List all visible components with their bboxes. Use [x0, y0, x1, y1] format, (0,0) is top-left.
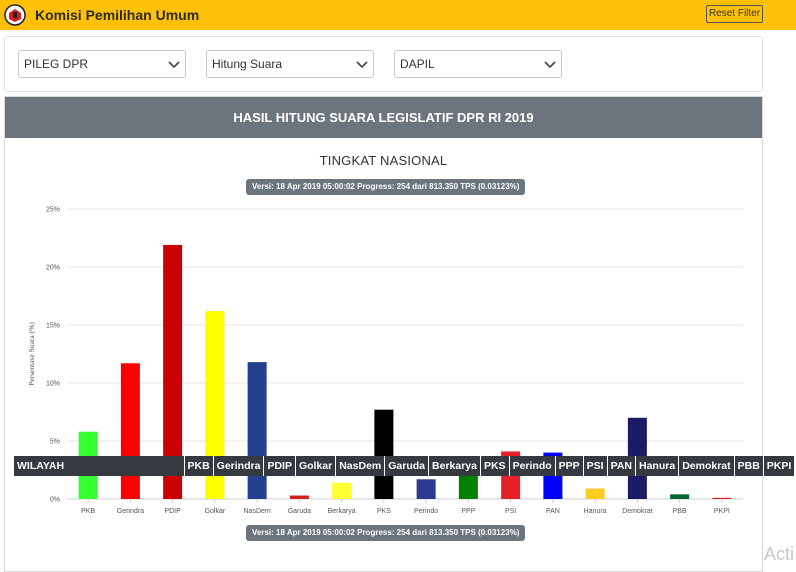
bar-pdip	[163, 244, 183, 499]
y-axis-label: Persentase Suara (%)	[27, 322, 36, 386]
election-select[interactable]: PILEG DPR	[18, 50, 186, 78]
column-header-party[interactable]: Perindo	[509, 456, 556, 476]
x-tick-label: PSI	[505, 508, 516, 515]
bar-hanura	[585, 488, 605, 499]
chevron-down-icon	[356, 61, 368, 69]
bar-perindo	[416, 479, 436, 499]
x-tick-label: Perindo	[414, 508, 438, 515]
column-header-party[interactable]: Garuda	[384, 456, 430, 476]
x-tick-label: Gerindra	[117, 508, 144, 515]
y-tick-label: 5%	[50, 439, 60, 446]
x-tick-label: PKPI	[714, 508, 730, 515]
reset-filter-button[interactable]: Reset Filter	[706, 5, 763, 23]
column-header-party[interactable]: PBB	[734, 456, 764, 476]
bar-golkar	[205, 311, 225, 499]
bar-nasdem	[247, 362, 267, 499]
x-tick-label: PAN	[546, 508, 560, 515]
y-tick-label: 20%	[46, 265, 60, 272]
column-header-party[interactable]: Golkar	[295, 456, 337, 476]
x-tick-label: PKS	[377, 508, 391, 515]
x-tick-label: PPP	[461, 508, 475, 515]
chevron-down-icon	[544, 61, 556, 69]
column-header-party[interactable]: Hanura	[635, 456, 680, 476]
column-header-party[interactable]: Berkarya	[428, 456, 481, 476]
x-tick-label: Garuda	[288, 508, 311, 515]
results-table: WILAYAH PKB Gerindra PDIP Golkar NasDem Garuda…	[14, 456, 796, 476]
filter-panel: PILEG DPR Hitung Suara DAPIL	[4, 36, 763, 92]
x-tick-label: PDIP	[164, 508, 181, 515]
x-tick-label: PBB	[673, 508, 687, 515]
top-navbar: Komisi Pemilihan Umum Reset Filter	[0, 0, 796, 30]
column-header-party[interactable]: PPP	[555, 456, 584, 476]
results-title: HASIL HITUNG SUARA LEGISLATIF DPR RI 201…	[5, 97, 762, 138]
activate-windows-watermark: Acti	[764, 544, 795, 564]
bar-pks	[374, 409, 394, 499]
x-tick-label: PKB	[81, 508, 95, 515]
x-tick-label: Hanura	[584, 508, 607, 515]
y-tick-label: 15%	[46, 323, 60, 330]
column-header-wilayah[interactable]: WILAYAH	[14, 456, 185, 476]
column-header-party[interactable]: Gerindra	[213, 456, 265, 476]
column-header-party[interactable]: PKB	[184, 456, 214, 476]
column-header-party[interactable]: NasDem	[335, 456, 386, 476]
column-header-party[interactable]: PSI	[583, 456, 608, 476]
column-header-party[interactable]: PAN	[607, 456, 637, 476]
y-tick-label: 25%	[46, 207, 60, 214]
app-title: Komisi Pemilihan Umum	[35, 7, 200, 23]
results-card: HASIL HITUNG SUARA LEGISLATIF DPR RI 201…	[4, 96, 763, 572]
area-select-value: DAPIL	[400, 57, 435, 71]
chevron-down-icon	[168, 61, 180, 69]
bar-pbb	[670, 494, 690, 499]
version-badge-bottom: Versi: 18 Apr 2019 05:00:02 Progress: 25…	[246, 525, 526, 541]
mode-select-value: Hitung Suara	[212, 57, 283, 71]
y-tick-label: 0%	[50, 497, 60, 504]
x-tick-label: NasDem	[244, 508, 271, 515]
table-header-row: WILAYAH PKB Gerindra PDIP Golkar NasDem Garuda…	[14, 456, 796, 476]
election-select-value: PILEG DPR	[24, 57, 89, 71]
x-tick-label: Demokrat	[622, 508, 652, 515]
x-tick-label: Berkarya	[328, 508, 356, 515]
vote-bar-chart: 0%5%10%15%20%25%PKB Gerindra PDIP Golkar Nas…	[27, 207, 743, 515]
mode-select[interactable]: Hitung Suara	[206, 50, 374, 78]
x-tick-label: Golkar	[205, 508, 226, 515]
column-header-party[interactable]: PKPI	[763, 456, 796, 476]
column-header-party[interactable]: Demokrat	[678, 456, 735, 476]
version-badge-top: Versi: 18 Apr 2019 05:00:02 Progress: 25…	[246, 179, 526, 195]
column-header-party[interactable]: PDIP	[263, 456, 296, 476]
bar-garuda	[289, 495, 309, 499]
column-header-party[interactable]: PKS	[480, 456, 510, 476]
bar-pkpi	[712, 497, 732, 499]
area-select[interactable]: DAPIL	[394, 50, 562, 78]
bar-gerindra	[120, 363, 140, 499]
bar-berkarya	[332, 482, 352, 499]
results-subtitle: TINGKAT NASIONAL	[319, 153, 448, 168]
kpu-logo-icon[interactable]	[4, 4, 26, 26]
y-tick-label: 10%	[46, 381, 60, 388]
